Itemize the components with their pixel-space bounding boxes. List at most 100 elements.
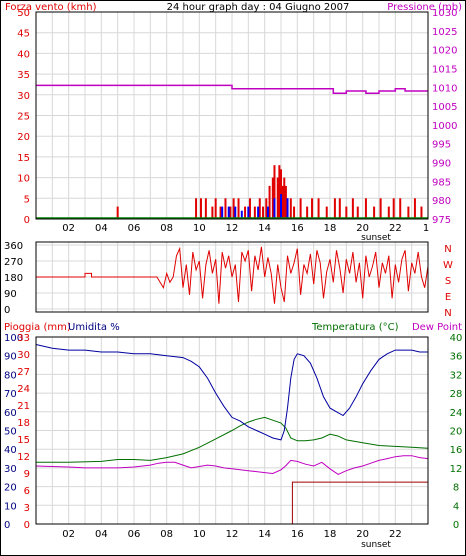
dewpoint-axis-label: Dew Point (412, 322, 462, 333)
rain-y-tick: 21 (17, 401, 30, 412)
wind-y-tick-labels: 0 5 10 15 20 25 30 35 40 45 50 (17, 8, 30, 226)
humidity-y-tick-labels: 0 10 20 30 40 50 60 70 80 90 100 (4, 333, 23, 531)
temperature-y-tick: 4 (453, 501, 459, 512)
wind-y-tick: 45 (17, 29, 30, 40)
wind-plot-border (35, 11, 429, 220)
climate-x-tick: 14 (258, 529, 271, 540)
humidity-y-tick: 40 (4, 445, 17, 456)
pressure-y-tick: 1000 (432, 121, 457, 132)
humidity-line (35, 344, 428, 441)
rain-y-tick: 33 (17, 333, 30, 344)
direction-y-tick-labels: 0 90 180 270 360 (4, 241, 23, 316)
humidity-y-tick: 10 (4, 501, 17, 512)
wind-x-tick: 08 (160, 223, 173, 234)
wind-x-tick: 14 (258, 223, 271, 234)
humidity-y-tick: 60 (4, 408, 17, 419)
rain-y-tick: 9 (24, 469, 30, 480)
pressure-y-tick: 985 (432, 177, 451, 188)
humidity-y-tick: 0 (4, 520, 10, 531)
direction-compass-letter: E (445, 292, 451, 303)
direction-y-tick: 90 (4, 289, 17, 300)
climate-x-tick: 22 (389, 529, 402, 540)
direction-y-tick: 0 (4, 305, 10, 316)
humidity-y-tick: 20 (4, 483, 17, 494)
direction-compass-letter: W (443, 260, 453, 271)
rain-y-tick: 6 (24, 486, 30, 497)
direction-compass-letter: N (444, 244, 451, 255)
rain-y-tick-labels: 0 3 6 9 12 15 18 21 24 27 30 33 (17, 333, 30, 531)
temperature-y-tick: 24 (450, 408, 463, 419)
pressure-y-tick: 1020 (432, 46, 457, 57)
temperature-y-tick-labels: 0 4 8 12 16 20 24 28 32 36 40 (450, 333, 463, 531)
temperature-y-tick: 40 (450, 333, 463, 344)
climate-x-tick: 08 (160, 529, 173, 540)
rain-y-tick: 3 (24, 503, 30, 514)
wind-y-tick: 50 (17, 8, 30, 19)
rain-y-tick: 18 (17, 418, 30, 429)
humidity-y-tick: 100 (4, 333, 23, 344)
pressure-axis-label: Pressione (mb) (387, 2, 462, 13)
direction-line (36, 246, 429, 304)
pressure-y-tick: 995 (432, 140, 451, 151)
wind-end-label: 1 (423, 223, 429, 234)
pressure-y-tick: 1010 (432, 83, 457, 94)
temperature-y-tick: 28 (450, 389, 463, 400)
dewpoint-line (35, 455, 429, 475)
wind-x-tick: 10 (193, 223, 206, 234)
humidity-y-tick: 90 (4, 352, 17, 363)
temperature-y-tick: 36 (450, 352, 463, 363)
graph-title: 24 hour graph day : 04 Giugno 2007 (167, 2, 350, 13)
direction-y-tick: 180 (4, 273, 23, 284)
wind-y-tick: 20 (17, 132, 30, 143)
pressure-y-tick: 1005 (432, 102, 457, 113)
climate-sunset-label: sunset (361, 540, 391, 550)
temperature-y-tick: 8 (453, 483, 459, 494)
climate-x-tick: 16 (291, 529, 304, 540)
wind-x-tick: 20 (356, 223, 369, 234)
direction-y-tick: 270 (4, 257, 23, 268)
wind-y-tick: 40 (17, 49, 30, 60)
pressure-y-tick: 990 (432, 159, 451, 170)
climate-x-tick: 18 (324, 529, 337, 540)
climate-x-tick-labels: 02 04 06 08 10 12 14 16 18 20 22 (62, 529, 401, 540)
wind-x-tick: 22 (389, 223, 402, 234)
wind-y-tick: 10 (17, 174, 30, 185)
humidity-y-tick: 80 (4, 370, 17, 381)
temperature-y-tick: 32 (450, 370, 463, 381)
wind-x-tick: 12 (226, 223, 239, 234)
direction-compass-letter: N (444, 308, 451, 319)
pressure-y-tick: 975 (432, 215, 451, 226)
wind-y-tick: 30 (17, 91, 30, 102)
humidity-y-tick: 50 (4, 427, 17, 438)
temperature-y-tick: 12 (450, 464, 463, 475)
temperature-y-tick: 16 (450, 445, 463, 456)
climate-x-tick: 20 (356, 529, 369, 540)
direction-y-tick: 360 (4, 241, 23, 252)
wind-y-tick: 15 (17, 153, 30, 164)
rain-y-tick: 24 (17, 384, 30, 395)
rain-y-tick: 0 (24, 520, 30, 531)
rain-axis-label: Pioggia (mm) (4, 322, 71, 333)
pressure-line (36, 84, 428, 95)
humidity-y-tick: 30 (4, 464, 17, 475)
wind-y-tick: 5 (24, 194, 30, 205)
pressure-y-tick: 1015 (432, 64, 457, 75)
pressure-y-tick: 1025 (432, 27, 457, 38)
wind-gust-bars (116, 165, 423, 219)
pressure-y-tick: 980 (432, 196, 451, 207)
humidity-y-tick: 70 (4, 389, 17, 400)
climate-x-tick: 10 (193, 529, 206, 540)
climate-x-tick: 02 (62, 529, 75, 540)
temperature-y-tick: 0 (453, 520, 459, 531)
climate-panel: Pioggia (mm) Umidita % Temperatura (°C) … (4, 322, 462, 550)
climate-x-tick: 06 (128, 529, 141, 540)
temperature-axis-label: Temperatura (°C) (311, 322, 399, 333)
wind-y-tick: 35 (17, 70, 30, 81)
wind-x-tick: 06 (128, 223, 141, 234)
wind-x-tick: 16 (291, 223, 304, 234)
wind-sunset-label: sunset (361, 233, 391, 243)
wind-y-tick: 25 (17, 112, 30, 123)
